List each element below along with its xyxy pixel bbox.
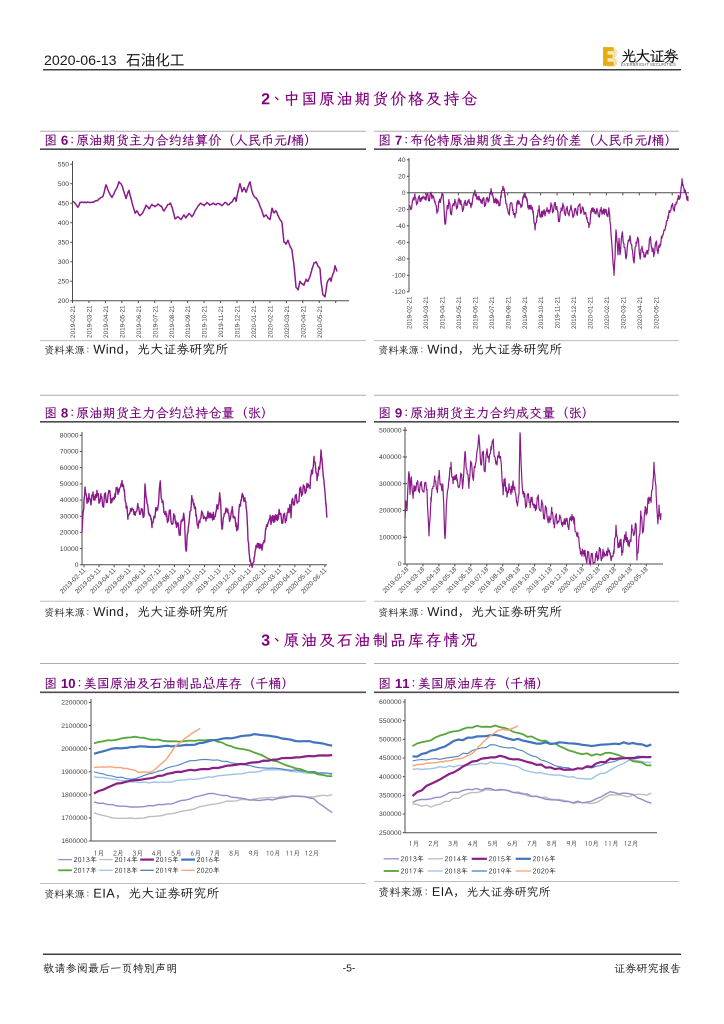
svg-text:0: 0 — [75, 562, 79, 569]
svg-text:300000: 300000 — [379, 481, 402, 488]
svg-text:2020-05-21: 2020-05-21 — [317, 305, 324, 338]
svg-text:1600000: 1600000 — [61, 838, 88, 845]
svg-text:2019-03-21: 2019-03-21 — [423, 296, 430, 329]
svg-text:30000: 30000 — [60, 513, 79, 520]
svg-text:2019-05-21: 2019-05-21 — [119, 305, 126, 338]
svg-text:2020-03-21: 2020-03-21 — [621, 296, 628, 329]
svg-text:50000: 50000 — [60, 481, 79, 488]
svg-text:2200000: 2200000 — [61, 700, 88, 707]
svg-text:10000: 10000 — [60, 546, 79, 553]
svg-text:550000: 550000 — [379, 718, 402, 725]
svg-text:2100000: 2100000 — [61, 723, 88, 730]
svg-text:2020-03-21: 2020-03-21 — [284, 305, 291, 338]
svg-text:2019-02-21: 2019-02-21 — [407, 296, 414, 329]
svg-text:2020-04-21: 2020-04-21 — [300, 305, 307, 338]
svg-text:40: 40 — [398, 157, 406, 164]
svg-text:2020-01-21: 2020-01-21 — [588, 296, 595, 329]
svg-text:2019-10-21: 2019-10-21 — [202, 305, 209, 338]
svg-text:2019-07-21: 2019-07-21 — [489, 296, 496, 329]
svg-text:1700000: 1700000 — [61, 815, 88, 822]
svg-text:450000: 450000 — [379, 755, 402, 762]
svg-text:2019-09-21: 2019-09-21 — [185, 305, 192, 338]
svg-text:60000: 60000 — [60, 465, 79, 472]
svg-text:400: 400 — [58, 220, 70, 227]
svg-text:500000: 500000 — [379, 427, 402, 434]
svg-text:2019-07-21: 2019-07-21 — [152, 305, 159, 338]
svg-text:2020-06-13: 2020-06-13 — [44, 53, 117, 69]
svg-text:2020-02-21: 2020-02-21 — [268, 305, 275, 338]
svg-text:200: 200 — [58, 298, 70, 305]
svg-text:350: 350 — [58, 240, 70, 247]
svg-text:300: 300 — [58, 259, 70, 266]
svg-text:EVERBRIGHT SECURITIES: EVERBRIGHT SECURITIES — [621, 62, 676, 67]
svg-text:2020-04-21: 2020-04-21 — [637, 296, 644, 329]
svg-text:0: 0 — [402, 190, 406, 197]
svg-text:-5-: -5- — [343, 963, 356, 975]
svg-text:70000: 70000 — [60, 449, 79, 456]
svg-text:0: 0 — [398, 561, 402, 568]
svg-text:2019-09-21: 2019-09-21 — [522, 296, 529, 329]
svg-text:400000: 400000 — [379, 774, 402, 781]
svg-text:2020-02-21: 2020-02-21 — [604, 296, 611, 329]
svg-text:20000: 20000 — [60, 530, 79, 537]
svg-text:2019-06-21: 2019-06-21 — [136, 305, 143, 338]
svg-text:2020-05-21: 2020-05-21 — [653, 296, 660, 329]
svg-text:2019-04-21: 2019-04-21 — [103, 305, 110, 338]
svg-text:2019-12-21: 2019-12-21 — [571, 296, 578, 329]
svg-text:-40: -40 — [396, 223, 406, 230]
svg-text:200000: 200000 — [379, 508, 402, 515]
svg-text:2019-06-21: 2019-06-21 — [472, 296, 479, 329]
svg-text:2000000: 2000000 — [61, 746, 88, 753]
svg-text:100000: 100000 — [379, 534, 402, 541]
svg-text:550: 550 — [58, 161, 70, 168]
svg-text:2019-05-21: 2019-05-21 — [456, 296, 463, 329]
svg-text:-60: -60 — [396, 240, 406, 247]
svg-text:250: 250 — [58, 279, 70, 286]
svg-text:-100: -100 — [392, 273, 406, 280]
svg-text:1800000: 1800000 — [61, 792, 88, 799]
svg-text:2019-11-21: 2019-11-21 — [555, 296, 562, 328]
svg-text:250000: 250000 — [379, 830, 402, 837]
svg-text:300000: 300000 — [379, 811, 402, 818]
svg-text:2019-03-21: 2019-03-21 — [87, 305, 94, 338]
svg-text:2019-04-21: 2019-04-21 — [440, 296, 447, 329]
svg-text:1900000: 1900000 — [61, 769, 88, 776]
svg-text:400000: 400000 — [379, 454, 402, 461]
svg-text:2019-12-21: 2019-12-21 — [235, 305, 242, 338]
svg-text:450: 450 — [58, 200, 70, 207]
svg-text:2020-01-21: 2020-01-21 — [251, 305, 258, 338]
svg-text:-80: -80 — [396, 256, 406, 263]
svg-text:2019-02-21: 2019-02-21 — [70, 305, 77, 338]
svg-text:2019-08-21: 2019-08-21 — [169, 305, 176, 338]
svg-text:20: 20 — [398, 174, 406, 181]
svg-text:-20: -20 — [396, 207, 406, 214]
svg-text:40000: 40000 — [60, 497, 79, 504]
svg-text:500: 500 — [58, 181, 70, 188]
svg-text:2019-11-21: 2019-11-21 — [218, 305, 225, 337]
svg-text:500000: 500000 — [379, 737, 402, 744]
svg-text:350000: 350000 — [379, 793, 402, 800]
svg-text:2019-10-21: 2019-10-21 — [538, 296, 545, 329]
svg-text:600000: 600000 — [379, 699, 402, 706]
svg-text:-120: -120 — [392, 289, 406, 296]
svg-text:2019-08-21: 2019-08-21 — [505, 296, 512, 329]
svg-text:80000: 80000 — [60, 433, 79, 440]
